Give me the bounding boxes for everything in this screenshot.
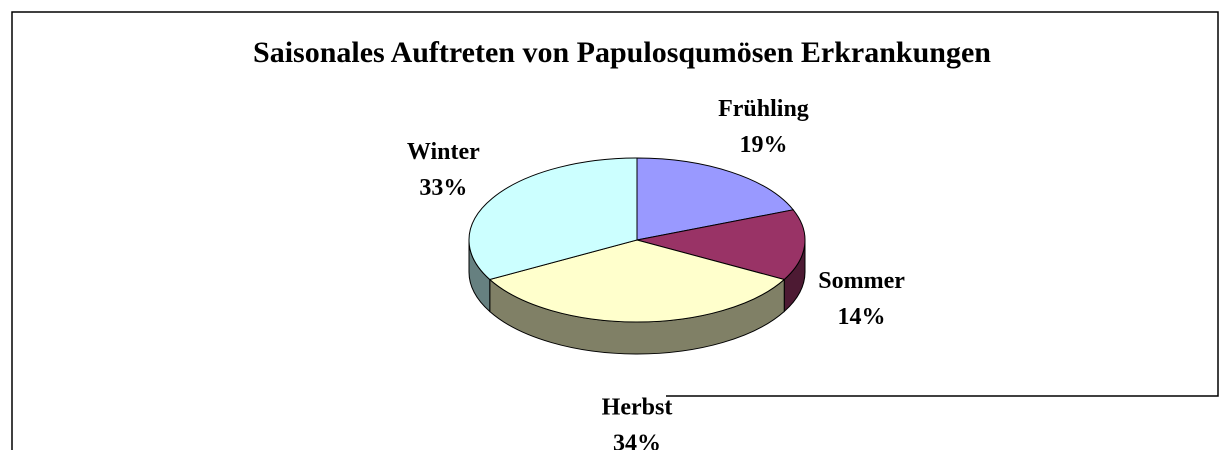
chart-border [11, 11, 1219, 450]
slice-value-label: 14% [838, 304, 886, 330]
slice-label: Frühling [718, 96, 809, 122]
slice-label: Herbst [602, 395, 673, 421]
pie-slice [468, 157, 638, 281]
pie-slice [636, 157, 795, 241]
slice-label: Winter [407, 139, 480, 165]
slice-value-label: 33% [419, 175, 467, 201]
slice-label: Sommer [818, 268, 905, 294]
slice-value-label: 19% [739, 132, 787, 158]
chart-title: Saisonales Auftreten von Papulosqumösen … [253, 36, 991, 69]
pie-slice [636, 209, 806, 281]
pie-slice [488, 239, 786, 323]
slice-value-label: 34% [613, 431, 661, 450]
